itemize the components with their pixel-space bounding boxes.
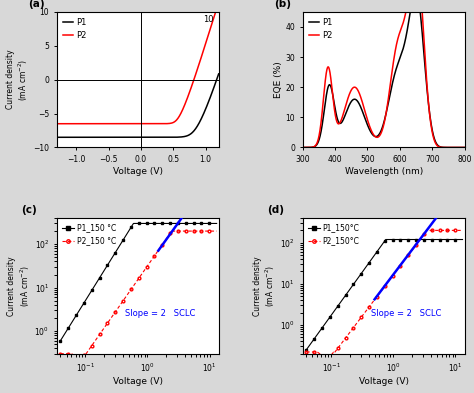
Y-axis label: EQE (%): EQE (%) xyxy=(273,61,283,98)
Text: Slope = 2   SCLC: Slope = 2 SCLC xyxy=(371,309,441,318)
Y-axis label: Current density
(mA cm$^{-2}$): Current density (mA cm$^{-2}$) xyxy=(6,50,30,109)
X-axis label: Voltage (V): Voltage (V) xyxy=(113,167,163,176)
Legend: P1, P2: P1, P2 xyxy=(61,16,88,41)
Text: (c): (c) xyxy=(21,205,37,215)
Text: (b): (b) xyxy=(273,0,291,9)
Text: (d): (d) xyxy=(267,205,284,215)
X-axis label: Wavelength (nm): Wavelength (nm) xyxy=(345,167,423,176)
Y-axis label: Current density
(mA cm$^{-2}$): Current density (mA cm$^{-2}$) xyxy=(7,256,32,316)
Text: (a): (a) xyxy=(28,0,45,9)
Y-axis label: Current density
(mA cm$^{-2}$): Current density (mA cm$^{-2}$) xyxy=(253,256,277,316)
Legend: P1_150 °C, P2_150 °C: P1_150 °C, P2_150 °C xyxy=(61,222,118,247)
X-axis label: Voltage (V): Voltage (V) xyxy=(113,376,163,386)
Text: 10: 10 xyxy=(203,15,214,24)
Legend: P1, P2: P1, P2 xyxy=(307,16,334,41)
Text: Slope = 2   SCLC: Slope = 2 SCLC xyxy=(125,309,195,318)
Legend: P1_150°C, P2_150°C: P1_150°C, P2_150°C xyxy=(307,222,361,247)
X-axis label: Voltage (V): Voltage (V) xyxy=(359,376,409,386)
